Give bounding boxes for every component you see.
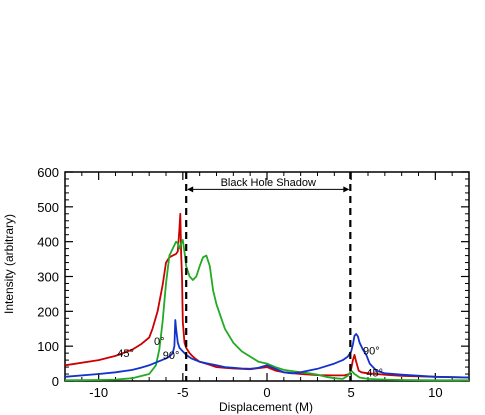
y-tick-label: 200 (37, 304, 59, 319)
x-tick-label: 0 (263, 385, 270, 400)
y-tick-label: 400 (37, 235, 59, 250)
shadow-label: Black Hole Shadow (221, 177, 316, 189)
curve-annotations: 45° 0° 90° 90° 45° (117, 336, 383, 379)
x-tick-label: 5 (348, 385, 355, 400)
y-tick-label: 0 (52, 374, 59, 389)
y-tick-label: 500 (37, 200, 59, 215)
x-tick-label: -5 (177, 385, 189, 400)
series-line (64, 319, 470, 379)
shadow-arrow-right-head (343, 186, 350, 193)
x-tick-label: -10 (89, 385, 108, 400)
y-tick-label: 300 (37, 270, 59, 285)
curve-label: 0° (154, 336, 165, 348)
curve-label: 45° (117, 348, 134, 360)
shadow-annotation: Black Hole Shadow (185, 172, 352, 381)
x-tick-label: 10 (428, 385, 442, 400)
y-tick-label: 100 (37, 339, 59, 354)
shadow-arrow-left-head (187, 186, 194, 193)
curve-label: 45° (366, 367, 383, 379)
curve-label: 90° (363, 345, 380, 357)
series-layer (64, 212, 470, 382)
y-tick-label: 600 (37, 165, 59, 180)
curve-label: 90° (163, 350, 180, 362)
x-axis-title: Displacement (M) (219, 400, 313, 414)
series-line (64, 238, 469, 382)
y-axis-title: Intensity (arbitrary) (2, 214, 16, 314)
